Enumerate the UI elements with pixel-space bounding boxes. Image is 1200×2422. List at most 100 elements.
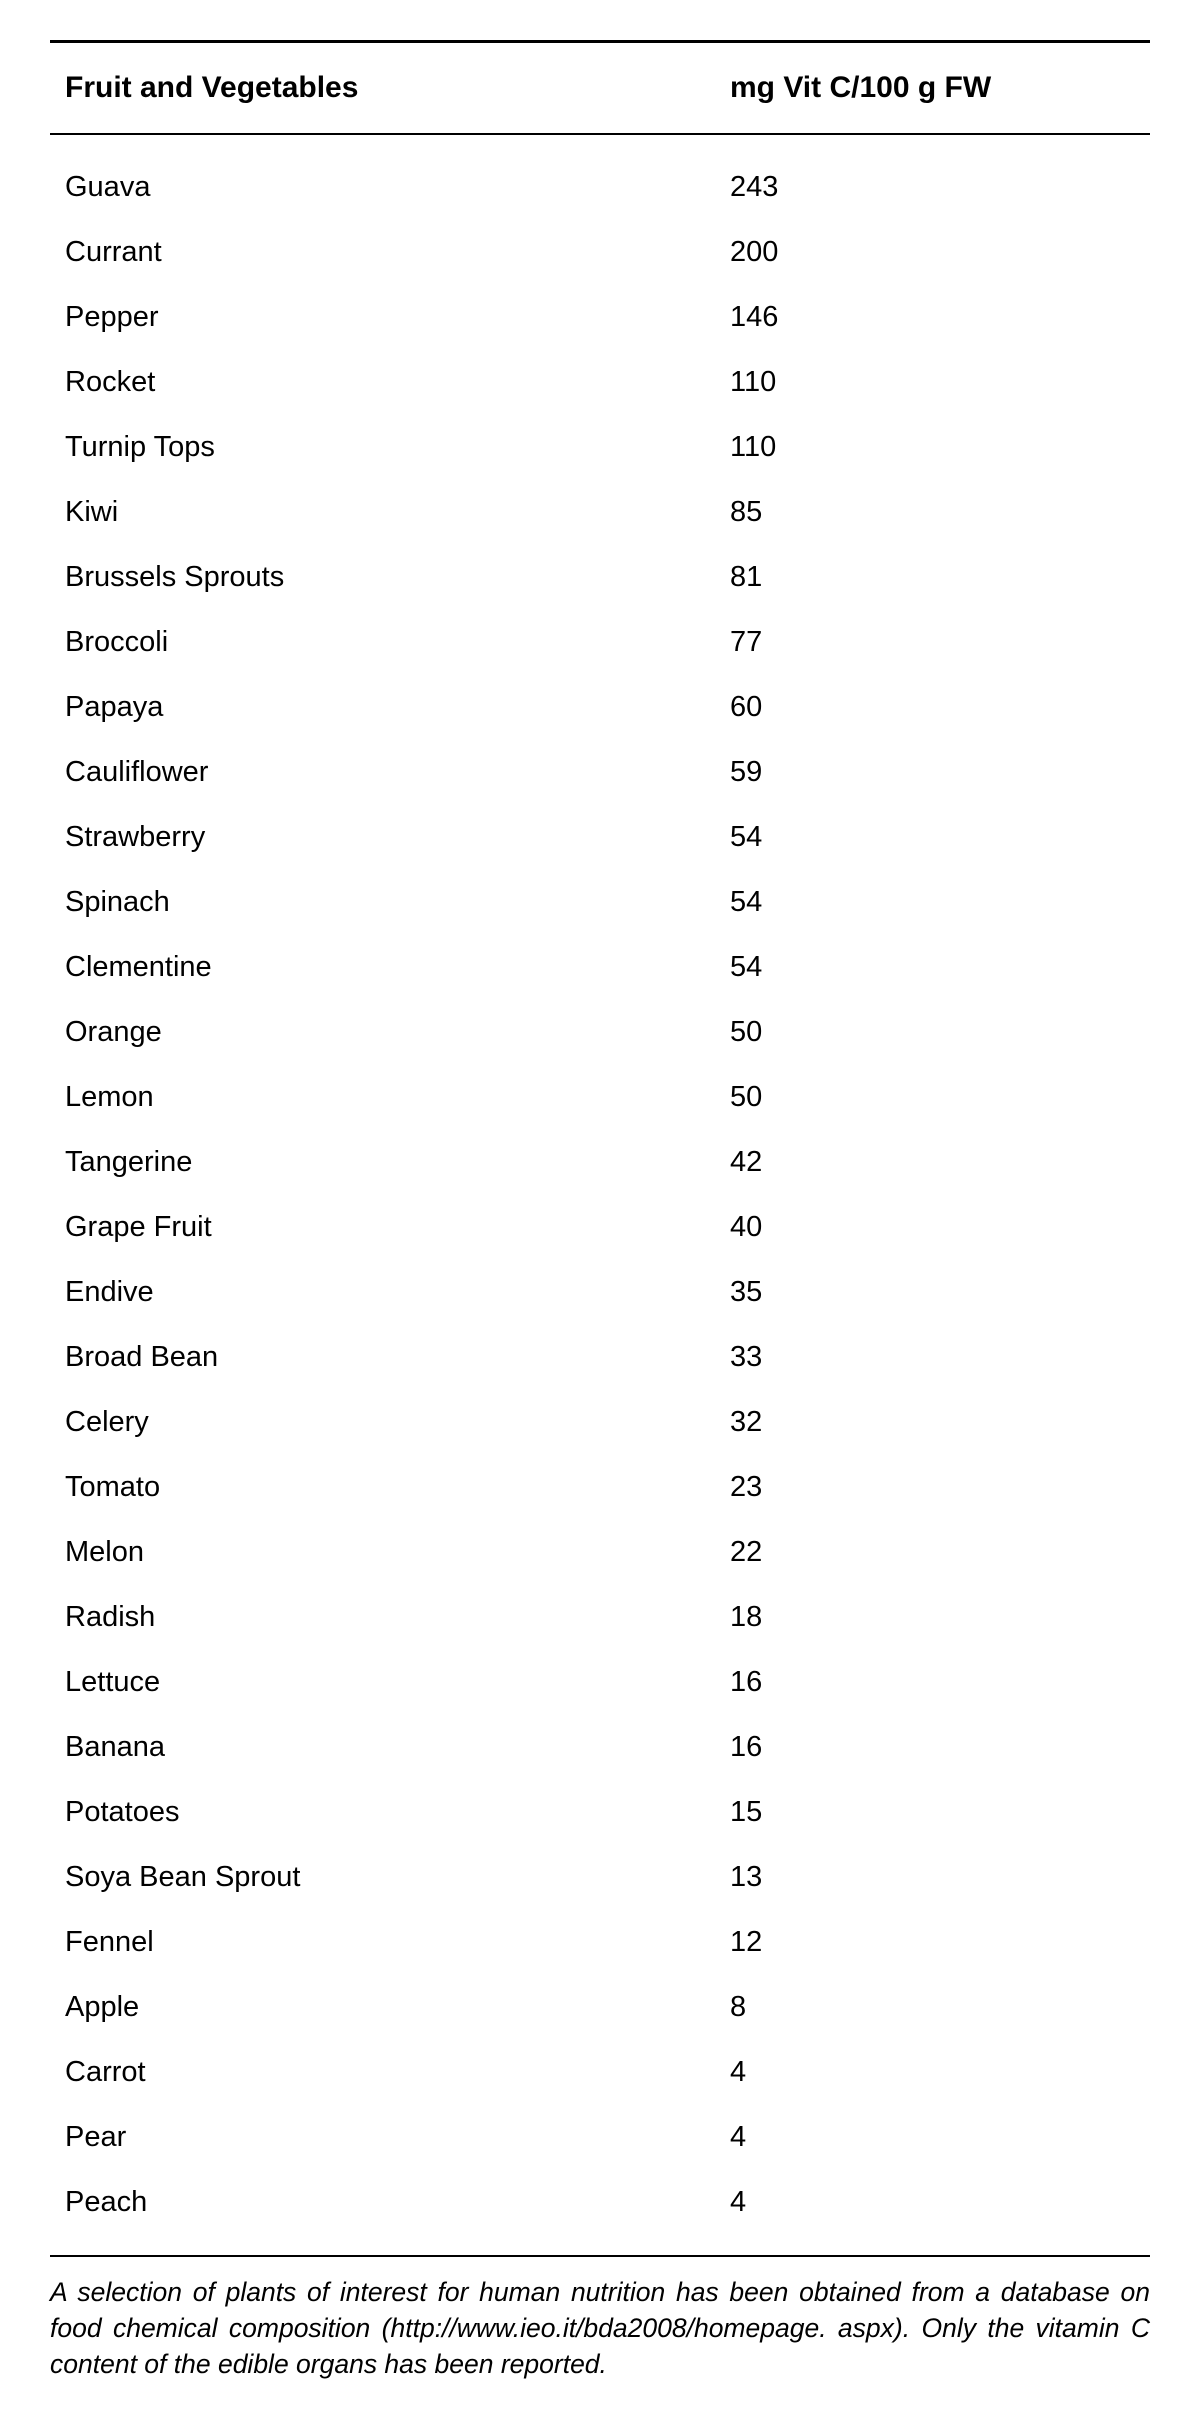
cell-name: Lemon (50, 1081, 730, 1114)
cell-value: 12 (730, 1926, 1150, 1959)
cell-value: 85 (730, 496, 1150, 529)
cell-name: Peach (50, 2186, 730, 2219)
table-row: Apple8 (50, 1975, 1150, 2040)
table-row: Orange50 (50, 1000, 1150, 1065)
table-row: Soya Bean Sprout13 (50, 1845, 1150, 1910)
cell-name: Brussels Sprouts (50, 561, 730, 594)
cell-value: 60 (730, 691, 1150, 724)
cell-name: Tomato (50, 1471, 730, 1504)
cell-name: Turnip Tops (50, 431, 730, 464)
cell-name: Papaya (50, 691, 730, 724)
cell-value: 35 (730, 1276, 1150, 1309)
column-header-name: Fruit and Vegetables (50, 71, 730, 105)
table-row: Currant200 (50, 220, 1150, 285)
cell-name: Strawberry (50, 821, 730, 854)
table-row: Lemon50 (50, 1065, 1150, 1130)
table-row: Turnip Tops110 (50, 415, 1150, 480)
table-row: Pear4 (50, 2105, 1150, 2170)
table-row: Potatoes15 (50, 1780, 1150, 1845)
cell-name: Rocket (50, 366, 730, 399)
cell-value: 4 (730, 2121, 1150, 2154)
table-row: Kiwi85 (50, 480, 1150, 545)
table-row: Tangerine42 (50, 1130, 1150, 1195)
cell-value: 16 (730, 1731, 1150, 1764)
table-row: Radish18 (50, 1585, 1150, 1650)
cell-name: Tangerine (50, 1146, 730, 1179)
cell-value: 50 (730, 1016, 1150, 1049)
table-row: Peach4 (50, 2170, 1150, 2235)
cell-value: 81 (730, 561, 1150, 594)
table-row: Grape Fruit40 (50, 1195, 1150, 1260)
cell-name: Broad Bean (50, 1341, 730, 1374)
table-row: Tomato23 (50, 1455, 1150, 1520)
cell-value: 16 (730, 1666, 1150, 1699)
cell-value: 54 (730, 886, 1150, 919)
table-row: Endive35 (50, 1260, 1150, 1325)
cell-name: Fennel (50, 1926, 730, 1959)
cell-name: Potatoes (50, 1796, 730, 1829)
cell-name: Banana (50, 1731, 730, 1764)
cell-name: Apple (50, 1991, 730, 2024)
cell-name: Clementine (50, 951, 730, 984)
cell-value: 110 (730, 431, 1150, 464)
table-row: Pepper146 (50, 285, 1150, 350)
cell-value: 77 (730, 626, 1150, 659)
cell-value: 42 (730, 1146, 1150, 1179)
cell-name: Currant (50, 236, 730, 269)
vitamin-c-table: Fruit and Vegetables mg Vit C/100 g FW G… (50, 40, 1150, 2382)
cell-name: Guava (50, 171, 730, 204)
table-row: Clementine54 (50, 935, 1150, 1000)
cell-name: Radish (50, 1601, 730, 1634)
table-row: Guava243 (50, 155, 1150, 220)
table-caption: A selection of plants of interest for hu… (50, 2257, 1150, 2382)
table-row: Strawberry54 (50, 805, 1150, 870)
table-row: Carrot4 (50, 2040, 1150, 2105)
table-row: Melon22 (50, 1520, 1150, 1585)
cell-value: 110 (730, 366, 1150, 399)
table-row: Fennel12 (50, 1910, 1150, 1975)
cell-value: 8 (730, 1991, 1150, 2024)
table-row: Papaya60 (50, 675, 1150, 740)
cell-value: 4 (730, 2056, 1150, 2089)
cell-name: Celery (50, 1406, 730, 1439)
table-row: Broccoli77 (50, 610, 1150, 675)
cell-name: Lettuce (50, 1666, 730, 1699)
cell-name: Orange (50, 1016, 730, 1049)
table-row: Cauliflower59 (50, 740, 1150, 805)
cell-value: 54 (730, 821, 1150, 854)
cell-name: Spinach (50, 886, 730, 919)
cell-name: Cauliflower (50, 756, 730, 789)
cell-value: 200 (730, 236, 1150, 269)
cell-value: 146 (730, 301, 1150, 334)
cell-name: Kiwi (50, 496, 730, 529)
table-row: Rocket110 (50, 350, 1150, 415)
cell-name: Carrot (50, 2056, 730, 2089)
cell-value: 50 (730, 1081, 1150, 1114)
cell-name: Pepper (50, 301, 730, 334)
cell-value: 22 (730, 1536, 1150, 1569)
cell-value: 40 (730, 1211, 1150, 1244)
cell-value: 23 (730, 1471, 1150, 1504)
cell-value: 18 (730, 1601, 1150, 1634)
table-row: Brussels Sprouts81 (50, 545, 1150, 610)
cell-value: 59 (730, 756, 1150, 789)
cell-name: Melon (50, 1536, 730, 1569)
cell-value: 4 (730, 2186, 1150, 2219)
table-row: Lettuce16 (50, 1650, 1150, 1715)
table-header-row: Fruit and Vegetables mg Vit C/100 g FW (50, 40, 1150, 135)
cell-name: Grape Fruit (50, 1211, 730, 1244)
table-row: Spinach54 (50, 870, 1150, 935)
cell-name: Endive (50, 1276, 730, 1309)
cell-name: Soya Bean Sprout (50, 1861, 730, 1894)
cell-value: 54 (730, 951, 1150, 984)
cell-name: Pear (50, 2121, 730, 2154)
cell-value: 33 (730, 1341, 1150, 1374)
table-body: Guava243Currant200Pepper146Rocket110Turn… (50, 135, 1150, 2257)
cell-value: 243 (730, 171, 1150, 204)
cell-name: Broccoli (50, 626, 730, 659)
column-header-value: mg Vit C/100 g FW (730, 71, 1150, 105)
cell-value: 15 (730, 1796, 1150, 1829)
cell-value: 13 (730, 1861, 1150, 1894)
table-row: Banana16 (50, 1715, 1150, 1780)
cell-value: 32 (730, 1406, 1150, 1439)
